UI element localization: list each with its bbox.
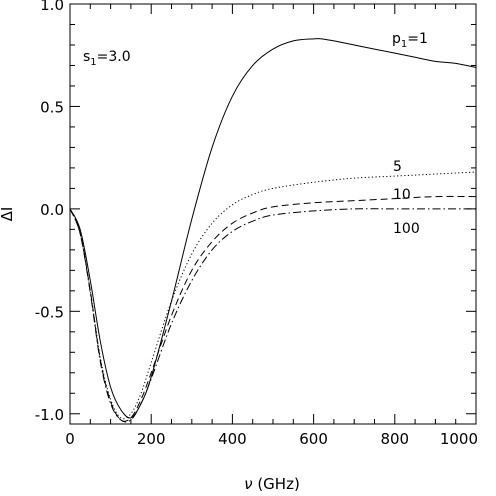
- p-label-sub: 1: [401, 39, 407, 50]
- series-label-p1: p1=1: [392, 31, 428, 50]
- annotation-s1: s1=3.0: [83, 49, 131, 68]
- p-label-p: p: [392, 31, 401, 47]
- x-tick-label: 800: [380, 430, 409, 448]
- p-label-rest: =1: [407, 31, 428, 47]
- x-axis-title: ν (GHz): [244, 475, 300, 493]
- x-tick-label: 400: [218, 430, 247, 448]
- annotation-s-rest: =3.0: [97, 49, 131, 65]
- y-tick-label: 1.0: [40, 0, 64, 14]
- y-tick-label: 0.0: [40, 201, 64, 219]
- x-tick-label: 1000: [440, 430, 478, 448]
- series-label-10: 10: [393, 187, 411, 203]
- plot-frame: [69, 3, 477, 425]
- axis-ticks: [69, 3, 477, 424]
- x-tick-label: 200: [137, 430, 166, 448]
- y-tick-label: -1.0: [35, 406, 64, 424]
- y-tick-label: -0.5: [35, 303, 64, 321]
- series-lines: [69, 38, 477, 423]
- annotation-s: s: [83, 49, 90, 65]
- series-label-100: 100: [393, 221, 420, 237]
- series-line-100: [69, 208, 476, 423]
- tick-labels: 0 200 400 600 800 1000 -1.0 -0.5 0.0 0.5 1.0: [35, 0, 478, 448]
- x-tick-label: 0: [65, 430, 75, 448]
- y-tick-label: 0.5: [40, 98, 64, 116]
- x-tick-label: 600: [299, 430, 328, 448]
- annotation-s-sub: 1: [90, 57, 96, 68]
- series-label-5: 5: [393, 159, 402, 175]
- series-line-p1-1: [69, 38, 477, 419]
- series-line-5: [69, 171, 477, 420]
- x-axis-nu: ν: [244, 475, 252, 493]
- y-axis-title: ΔI: [0, 207, 16, 222]
- x-axis-unit: (GHz): [253, 475, 300, 493]
